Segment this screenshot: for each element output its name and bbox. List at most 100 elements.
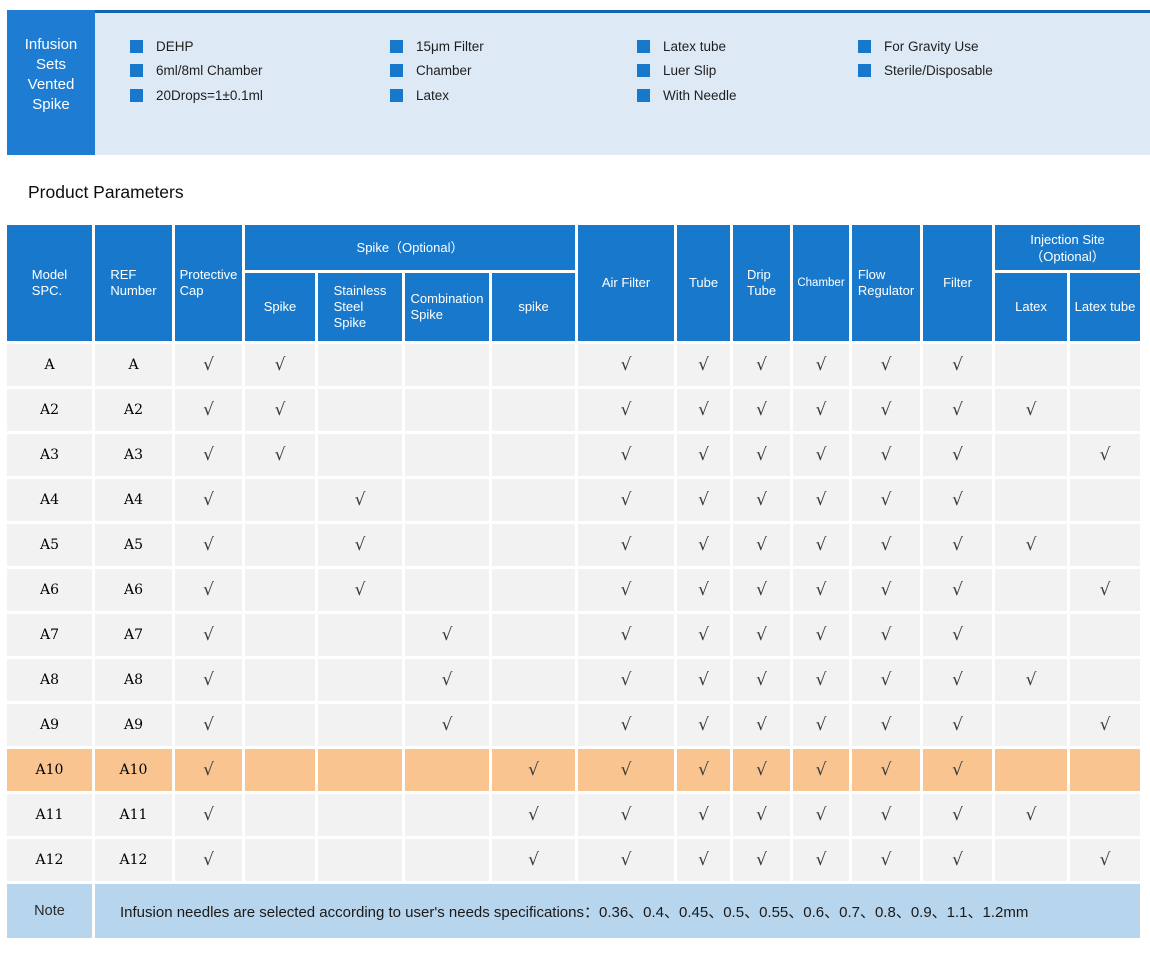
- table-body: A A √ √ √ √ √ √ √ √ A2 A2 √ √ √ √ √ √ √ √ √ A3 A3 √ √ √ √ √ √ √ √ √ A4 A4…: [7, 344, 1141, 881]
- check-cell-stainless: √: [318, 479, 402, 521]
- check-cell-latex: √: [995, 659, 1068, 701]
- empty-cell-combination: [405, 569, 489, 611]
- check-cell-tube: √: [677, 569, 731, 611]
- check-cell-chamber: √: [793, 434, 850, 476]
- check-cell-air_filter: √: [578, 524, 675, 566]
- empty-cell-spike_lower: [492, 704, 576, 746]
- ref-cell: A10: [95, 749, 172, 791]
- check-cell-air_filter: √: [578, 569, 675, 611]
- feature-label: DEHP: [156, 38, 194, 54]
- check-cell-latex: √: [995, 794, 1068, 836]
- check-cell-tube: √: [677, 614, 731, 656]
- check-cell-latex: √: [995, 389, 1068, 431]
- bullet-square-icon: [130, 88, 143, 102]
- ref-cell: A9: [95, 704, 172, 746]
- col-header-spike-lower: spike: [492, 273, 576, 341]
- check-cell-protective_cap: √: [175, 479, 242, 521]
- model-cell: A: [7, 344, 92, 386]
- empty-cell-stainless: [318, 344, 402, 386]
- feature-column: 15μm Filter Chamber Latex: [390, 34, 637, 108]
- empty-cell-latex_tube: [1070, 614, 1141, 656]
- model-cell: A10: [7, 749, 92, 791]
- check-cell-protective_cap: √: [175, 614, 242, 656]
- ref-cell: A3: [95, 434, 172, 476]
- feature-column: DEHP 6ml/8ml Chamber 20Drops=1±0.1ml: [130, 34, 390, 108]
- check-cell-drip_tube: √: [733, 704, 791, 746]
- table-row: A9 A9 √ √ √ √ √ √ √ √ √: [7, 704, 1141, 746]
- table-row: A11 A11 √ √ √ √ √ √ √ √ √: [7, 794, 1141, 836]
- feature-label: 20Drops=1±0.1ml: [156, 87, 263, 103]
- feature-column: For Gravity Use Sterile/Disposable: [858, 34, 993, 108]
- feature-item: Luer Slip: [637, 59, 858, 84]
- model-cell: A9: [7, 704, 92, 746]
- col-header-latex: Latex: [995, 273, 1068, 341]
- empty-cell-latex_tube: [1070, 524, 1141, 566]
- empty-cell-spike: [245, 569, 315, 611]
- check-cell-flow_regulator: √: [852, 614, 921, 656]
- check-cell-tube: √: [677, 839, 731, 881]
- check-cell-chamber: √: [793, 659, 850, 701]
- model-cell: A2: [7, 389, 92, 431]
- check-cell-chamber: √: [793, 569, 850, 611]
- model-cell: A7: [7, 614, 92, 656]
- check-cell-chamber: √: [793, 614, 850, 656]
- bullet-square-icon: [637, 88, 650, 102]
- feature-item: 20Drops=1±0.1ml: [130, 83, 390, 108]
- check-cell-filter: √: [923, 524, 993, 566]
- check-cell-tube: √: [677, 344, 731, 386]
- check-cell-protective_cap: √: [175, 344, 242, 386]
- check-cell-air_filter: √: [578, 659, 675, 701]
- check-cell-protective_cap: √: [175, 839, 242, 881]
- col-header-latex-tube: Latex tube: [1070, 273, 1141, 341]
- bullet-square-icon: [390, 88, 403, 102]
- check-cell-combination: √: [405, 704, 489, 746]
- check-cell-tube: √: [677, 704, 731, 746]
- empty-cell-stainless: [318, 749, 402, 791]
- check-cell-spike_lower: √: [492, 794, 576, 836]
- table-row: A8 A8 √ √ √ √ √ √ √ √ √: [7, 659, 1141, 701]
- empty-cell-spike_lower: [492, 659, 576, 701]
- check-cell-filter: √: [923, 569, 993, 611]
- check-cell-protective_cap: √: [175, 794, 242, 836]
- empty-cell-spike_lower: [492, 524, 576, 566]
- check-cell-flow_regulator: √: [852, 704, 921, 746]
- check-cell-filter: √: [923, 614, 993, 656]
- banner-title-line: Vented: [27, 76, 75, 93]
- check-cell-tube: √: [677, 794, 731, 836]
- check-cell-protective_cap: √: [175, 569, 242, 611]
- empty-cell-stainless: [318, 389, 402, 431]
- check-cell-latex_tube: √: [1070, 434, 1141, 476]
- ref-cell: A: [95, 344, 172, 386]
- model-cell: A8: [7, 659, 92, 701]
- check-cell-drip_tube: √: [733, 434, 791, 476]
- empty-cell-stainless: [318, 839, 402, 881]
- page-title: Product Parameters: [28, 182, 184, 202]
- feature-label: Latex: [416, 87, 450, 103]
- check-cell-drip_tube: √: [733, 794, 791, 836]
- bullet-square-icon: [858, 64, 871, 78]
- check-cell-tube: √: [677, 524, 731, 566]
- banner-feature-panel: DEHP 6ml/8ml Chamber 20Drops=1±0.1ml 15μm F…: [95, 10, 1150, 155]
- banner-title-line: Spike: [32, 96, 70, 113]
- check-cell-tube: √: [677, 389, 731, 431]
- check-cell-flow_regulator: √: [852, 389, 921, 431]
- empty-cell-spike: [245, 479, 315, 521]
- ref-cell: A7: [95, 614, 172, 656]
- table-row: A4 A4 √ √ √ √ √ √ √ √: [7, 479, 1141, 521]
- check-cell-air_filter: √: [578, 434, 675, 476]
- check-cell-chamber: √: [793, 839, 850, 881]
- model-cell: A12: [7, 839, 92, 881]
- ref-cell: A6: [95, 569, 172, 611]
- check-cell-tube: √: [677, 659, 731, 701]
- empty-cell-spike: [245, 794, 315, 836]
- feature-label: Latex tube: [663, 38, 727, 54]
- check-cell-air_filter: √: [578, 479, 675, 521]
- check-cell-filter: √: [923, 344, 993, 386]
- model-cell: A5: [7, 524, 92, 566]
- check-cell-spike_lower: √: [492, 749, 576, 791]
- ref-cell: A2: [95, 389, 172, 431]
- model-cell: A6: [7, 569, 92, 611]
- check-cell-flow_regulator: √: [852, 434, 921, 476]
- check-cell-chamber: √: [793, 344, 850, 386]
- check-cell-flow_regulator: √: [852, 659, 921, 701]
